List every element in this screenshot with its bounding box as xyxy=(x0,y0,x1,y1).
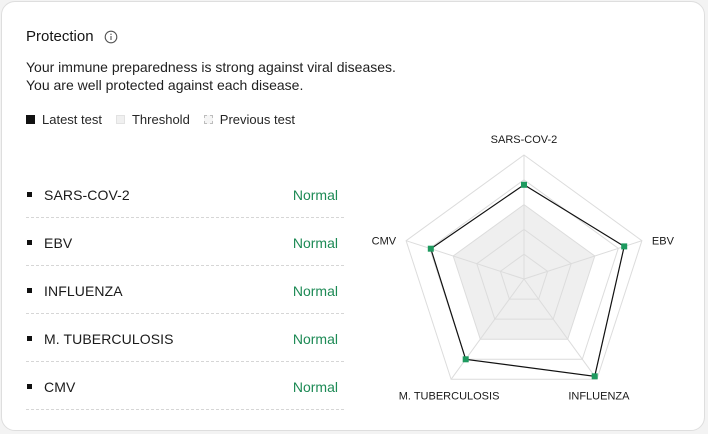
info-icon[interactable] xyxy=(104,30,118,44)
card-header: Protection xyxy=(26,28,118,45)
disease-name: INFLUENZA xyxy=(44,282,123,299)
grid-ring xyxy=(429,179,619,360)
grid-ring xyxy=(476,228,572,320)
disease-name: EBV xyxy=(44,234,73,251)
card-title: Protection xyxy=(26,28,94,45)
bullet-icon xyxy=(27,240,32,245)
axis-label: SARS-COV-2 xyxy=(491,134,558,146)
legend-previous-test: Previous test xyxy=(203,112,295,127)
legend-label: Latest test xyxy=(42,112,102,127)
legend-threshold: Threshold xyxy=(115,112,190,127)
data-point-0 xyxy=(521,181,527,188)
status-label: Normal xyxy=(292,282,338,299)
status-label: Normal xyxy=(292,378,338,395)
bullet-icon xyxy=(27,384,32,389)
bullet-icon xyxy=(27,288,32,293)
legend-swatch-threshold xyxy=(115,115,125,124)
data-point-1 xyxy=(621,243,628,250)
axis-label: INFLUENZA xyxy=(568,390,630,402)
disease-list: SARS-COV-2 Normal EBV Normal INFLUENZA N… xyxy=(26,170,344,410)
legend-label: Threshold xyxy=(131,112,190,127)
list-item: M. TUBERCULOSIS Normal xyxy=(26,314,344,362)
disease-name: M. TUBERCULOSIS xyxy=(44,330,174,347)
legend-latest-test: Latest test xyxy=(26,112,102,127)
axis-label: CMV xyxy=(372,236,397,248)
grid-spoke xyxy=(523,278,598,380)
bullet-icon xyxy=(27,336,32,341)
chart-legend: Latest test Threshold Previous test xyxy=(26,112,309,127)
status-label: Normal xyxy=(292,186,338,203)
axis-label: EBV xyxy=(652,236,675,248)
axis-label: M. TUBERCULOSIS xyxy=(399,390,500,402)
grid-ring xyxy=(405,154,643,380)
list-item: CMV Normal xyxy=(26,362,344,410)
data-point-3 xyxy=(462,356,469,363)
grid-ring xyxy=(499,253,549,300)
legend-swatch-latest xyxy=(26,115,35,124)
list-item: INFLUENZA Normal xyxy=(26,266,344,314)
list-item: SARS-COV-2 Normal xyxy=(26,170,344,218)
legend-label: Previous test xyxy=(219,112,295,127)
data-point-4 xyxy=(427,245,434,252)
grid-ring xyxy=(452,203,596,340)
radar-chart: SARS-COV-2 EBV INFLUENZA M. TUBERCULOSIS CMV xyxy=(372,134,675,402)
status-label: Normal xyxy=(292,234,338,251)
description-line: You are well protected against each dise… xyxy=(26,77,304,93)
data-point-2 xyxy=(591,373,598,380)
disease-name: CMV xyxy=(44,378,76,395)
bullet-icon xyxy=(27,192,32,197)
grid-spoke xyxy=(450,278,525,380)
grid-spoke xyxy=(405,240,525,280)
card-description: Your immune preparedness is strong again… xyxy=(26,58,396,94)
legend-swatch-previous xyxy=(203,115,213,124)
status-label: Normal xyxy=(292,330,338,347)
list-item: EBV Normal xyxy=(26,218,344,266)
latest-test-line xyxy=(430,184,625,377)
disease-name: SARS-COV-2 xyxy=(44,186,130,203)
description-line: Your immune preparedness is strong again… xyxy=(26,59,396,75)
